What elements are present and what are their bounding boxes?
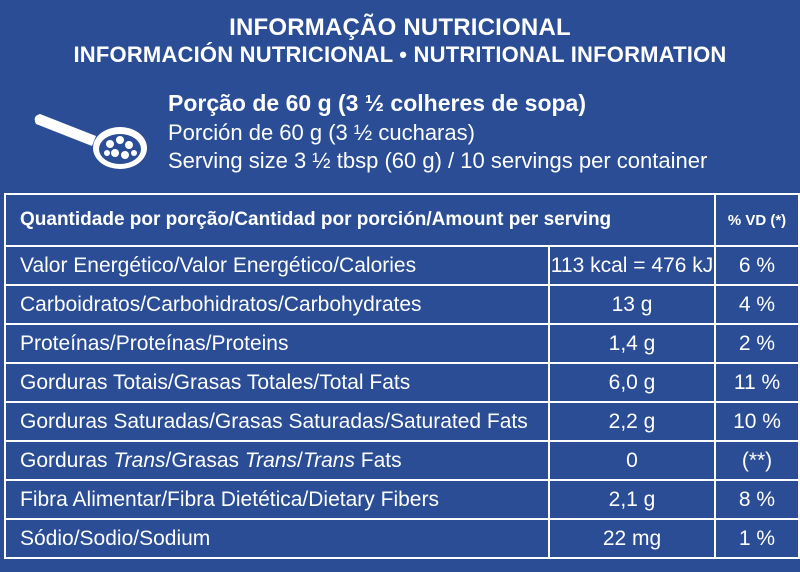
table-row: Gorduras Totais/Grasas Totales/Total Fat… bbox=[4, 362, 800, 403]
serving-size-english: Serving size 3 ½ tbsp (60 g) / 10 servin… bbox=[168, 148, 708, 173]
nutrient-daily-value: 8 % bbox=[714, 479, 800, 520]
nutrient-quantity: 113 kcal = 476 kJ bbox=[548, 245, 716, 286]
nutrient-label: Gorduras Totais/Grasas Totales/Total Fat… bbox=[4, 362, 550, 403]
label-part: / bbox=[296, 448, 303, 472]
nutrient-daily-value: 11 % bbox=[714, 362, 800, 403]
nutrient-quantity: 2,1 g bbox=[548, 479, 716, 520]
table-row: Proteínas/Proteínas/Proteins 1,4 g 2 % bbox=[4, 323, 800, 364]
serving-size-portuguese: Porção de 60 g (3 ½ colheres de sopa) bbox=[168, 90, 586, 116]
nutrient-label: Carboidratos/Carbohidratos/Carbohydrates bbox=[4, 284, 550, 325]
title-portuguese: INFORMAÇÃO NUTRICIONAL bbox=[229, 14, 571, 41]
table-row: Sódio/Sodio/Sodium 22 mg 1 % bbox=[4, 518, 800, 559]
nutrient-daily-value: (**) bbox=[714, 440, 800, 481]
label-part: Fats bbox=[354, 448, 402, 472]
nutrient-label: Proteínas/Proteínas/Proteins bbox=[4, 323, 550, 364]
nutrient-quantity: 2,2 g bbox=[548, 401, 716, 442]
nutrient-quantity: 1,4 g bbox=[548, 323, 716, 364]
table-row: Fibra Alimentar/Fibra Dietética/Dietary … bbox=[4, 479, 800, 520]
table-row: Carboidratos/Carbohidratos/Carbohydrates… bbox=[4, 284, 800, 325]
serving-size-spanish: Porción de 60 g (3 ½ cucharas) bbox=[168, 120, 475, 145]
label-part-italic: Trans bbox=[244, 448, 297, 472]
header-daily-value: % VD (*) bbox=[714, 193, 800, 247]
nutrient-daily-value: 6 % bbox=[714, 245, 800, 286]
title-spanish-english: INFORMACIÓN NUTRICIONAL • NUTRITIONAL IN… bbox=[73, 42, 727, 67]
nutrient-label: Fibra Alimentar/Fibra Dietética/Dietary … bbox=[4, 479, 550, 520]
nutrient-quantity: 6,0 g bbox=[548, 362, 716, 403]
nutrient-quantity: 0 bbox=[548, 440, 716, 481]
nutrition-table: Quantidade por porção/Cantidad por porci… bbox=[4, 193, 800, 559]
nutrient-daily-value: 1 % bbox=[714, 518, 800, 559]
label-part: Gorduras bbox=[20, 448, 114, 472]
table-row: Gorduras Saturadas/Grasas Saturadas/Satu… bbox=[4, 401, 800, 442]
table-row: Gorduras Trans/Grasas Trans/Trans Fats 0… bbox=[4, 440, 800, 481]
nutrient-quantity: 13 g bbox=[548, 284, 716, 325]
nutrient-label: Gorduras Saturadas/Grasas Saturadas/Satu… bbox=[4, 401, 550, 442]
spoon-icon bbox=[34, 114, 147, 169]
table-header-row: Quantidade por porção/Cantidad por porci… bbox=[4, 193, 800, 247]
nutrient-daily-value: 4 % bbox=[714, 284, 800, 325]
nutrient-daily-value: 2 % bbox=[714, 323, 800, 364]
table-row: Valor Energético/Valor Energético/Calori… bbox=[4, 245, 800, 286]
nutrient-quantity: 22 mg bbox=[548, 518, 716, 559]
nutrient-label: Sódio/Sodio/Sodium bbox=[4, 518, 550, 559]
label-part: /Grasas bbox=[165, 448, 245, 472]
nutrient-daily-value: 10 % bbox=[714, 401, 800, 442]
header-amount-per-serving: Quantidade por porção/Cantidad por porci… bbox=[4, 193, 716, 247]
nutrient-label: Valor Energético/Valor Energético/Calori… bbox=[4, 245, 550, 286]
label-part-italic: Trans bbox=[113, 448, 166, 472]
label-part-italic: Trans bbox=[302, 448, 355, 472]
nutrient-label: Gorduras Trans/Grasas Trans/Trans Fats bbox=[4, 440, 550, 481]
